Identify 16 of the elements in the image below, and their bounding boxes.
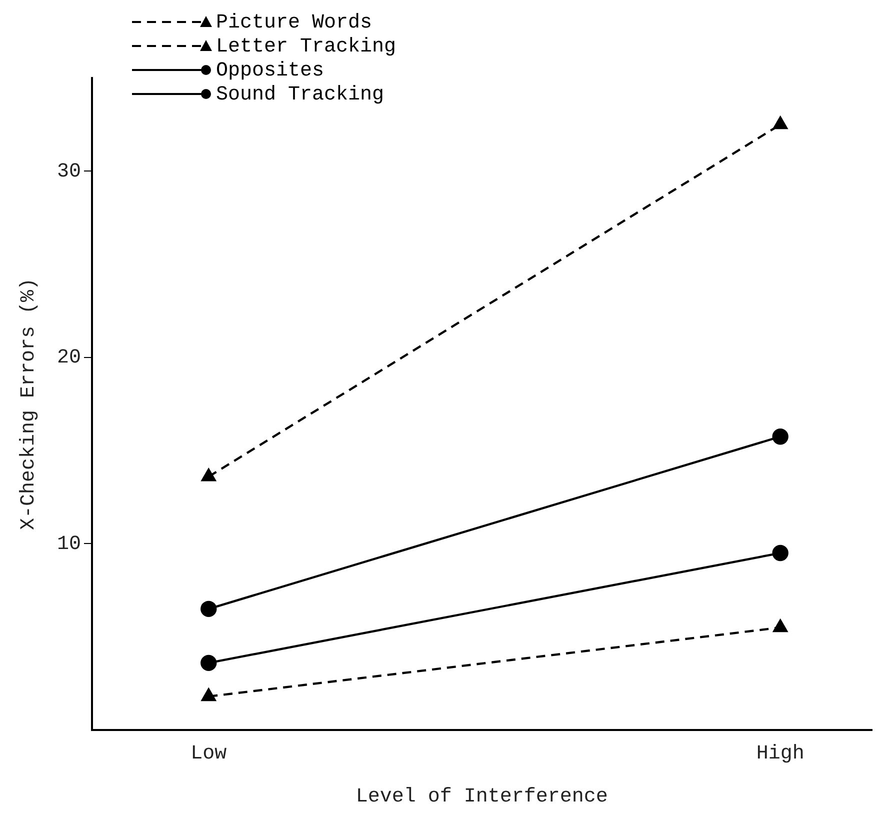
legend-label: Opposites (216, 59, 324, 82)
legend-label: Letter Tracking (216, 35, 396, 58)
x-tick-label: Low (190, 742, 227, 766)
x-axis-title: Level of Interference (356, 785, 608, 808)
y-axis-title: X-Checking Errors (%) (17, 278, 40, 530)
x-tick-label: High (756, 742, 804, 766)
point (200, 654, 217, 672)
y-tick-label: 20 (56, 346, 82, 370)
point (772, 428, 788, 445)
legend-label: Picture Words (216, 11, 372, 34)
y-tick-label: 30 (56, 160, 82, 184)
point (200, 600, 217, 618)
point (201, 468, 216, 482)
y-tick-label: 10 (56, 533, 82, 556)
legend-label: Sound Tracking (216, 83, 384, 106)
point (772, 544, 788, 562)
